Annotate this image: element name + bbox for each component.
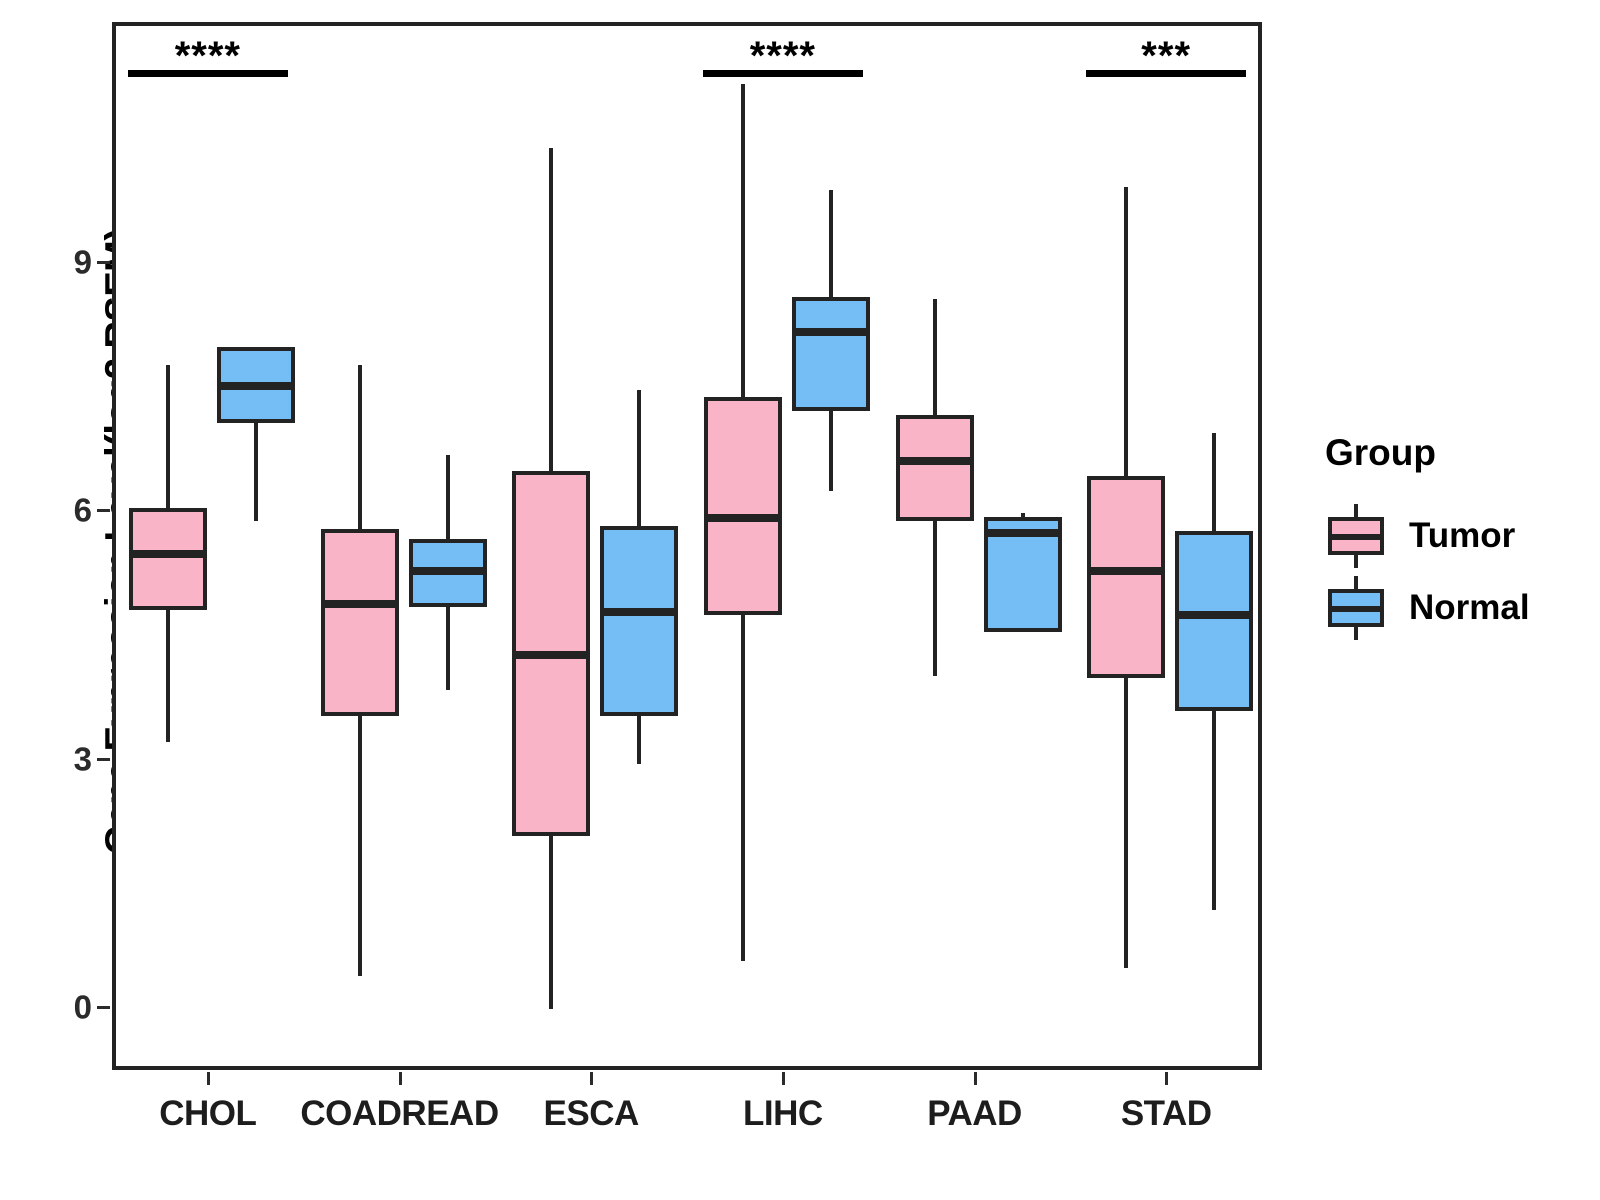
significance-bar-stad xyxy=(1086,70,1247,77)
median-line xyxy=(791,328,870,337)
boxplot-coadread-normal xyxy=(116,26,1258,1066)
boxplot-paad-tumor xyxy=(116,26,1258,1066)
plot-panel xyxy=(112,22,1262,1070)
median-line xyxy=(216,382,295,391)
median-line xyxy=(983,528,1062,537)
whisker-upper xyxy=(1124,187,1129,477)
y-tick-label: 6 xyxy=(73,491,92,529)
x-tick-mark xyxy=(206,1072,210,1085)
y-tick-mark xyxy=(97,509,110,513)
median-line xyxy=(128,550,207,559)
significance-label-chol: **** xyxy=(174,34,241,78)
y-tick-label: 9 xyxy=(73,243,92,281)
median-line xyxy=(703,514,782,523)
boxplot-esca-normal xyxy=(116,26,1258,1066)
box-iqr xyxy=(703,396,782,616)
whisker-lower xyxy=(549,835,554,1010)
whisker-upper xyxy=(549,148,554,472)
x-tick-mark xyxy=(590,1072,594,1085)
significance-bar-chol xyxy=(127,70,288,77)
whisker-lower xyxy=(1124,678,1129,968)
box-iqr xyxy=(320,529,399,717)
legend-items: Tumor Normal xyxy=(1325,500,1585,644)
boxplot-stad-normal xyxy=(116,26,1258,1066)
box-iqr xyxy=(895,415,974,521)
whisker-upper xyxy=(1212,433,1217,531)
whisker-upper xyxy=(1020,512,1025,517)
boxplot-lihc-normal xyxy=(116,26,1258,1066)
legend-label: Tumor xyxy=(1409,516,1516,555)
median-line xyxy=(408,566,487,575)
legend: Group Tumor Normal xyxy=(1325,432,1585,644)
box-iqr xyxy=(128,507,207,610)
whisker-lower xyxy=(932,520,937,676)
significance-label-lihc: **** xyxy=(749,34,816,78)
legend-swatch-tumor xyxy=(1325,504,1387,568)
legend-swatch-normal xyxy=(1325,576,1387,640)
whisker-lower xyxy=(1212,711,1217,910)
x-tick-label-lihc: LIHC xyxy=(743,1094,823,1133)
legend-label: Normal xyxy=(1409,588,1530,627)
legend-item-tumor[interactable]: Tumor xyxy=(1325,500,1585,572)
box-iqr xyxy=(1087,476,1166,679)
whisker-lower xyxy=(740,615,745,962)
x-tick-mark xyxy=(781,1072,785,1085)
whisker-upper xyxy=(740,83,745,397)
median-line xyxy=(600,608,679,616)
whisker-upper xyxy=(165,365,170,508)
significance-label-stad: *** xyxy=(1141,34,1192,78)
median-line xyxy=(320,599,399,608)
boxplot-coadread-tumor xyxy=(116,26,1258,1066)
box-iqr xyxy=(791,297,870,411)
median-line xyxy=(512,651,591,660)
box-iqr xyxy=(600,525,679,717)
median-line xyxy=(895,456,974,465)
y-tick-mark xyxy=(97,757,110,761)
legend-title: Group xyxy=(1325,432,1436,473)
whisker-lower xyxy=(165,609,170,742)
boxplot-lihc-tumor xyxy=(116,26,1258,1066)
x-tick-label-chol: CHOL xyxy=(159,1094,257,1133)
significance-bar-lihc xyxy=(702,70,863,77)
median-line xyxy=(1175,611,1254,620)
boxplot-chol-tumor xyxy=(116,26,1258,1066)
legend-median-line xyxy=(1328,534,1384,540)
y-tick-mark xyxy=(97,1006,110,1009)
y-tick-label: 0 xyxy=(73,988,92,1026)
y-tick-label: 3 xyxy=(73,740,92,778)
x-tick-mark xyxy=(973,1072,977,1085)
plot-area xyxy=(116,26,1258,1066)
boxplot-chol-normal xyxy=(116,26,1258,1066)
x-tick-label-paad: PAAD xyxy=(927,1094,1022,1133)
x-tick-mark xyxy=(398,1072,402,1085)
legend-median-line xyxy=(1328,606,1384,612)
whisker-upper xyxy=(637,390,642,526)
whisker-lower xyxy=(637,716,642,765)
boxplot-paad-normal xyxy=(116,26,1258,1066)
whisker-lower xyxy=(253,423,258,521)
boxplot-esca-tumor xyxy=(116,26,1258,1066)
whisker-upper xyxy=(357,365,362,530)
x-tick-label-stad: STAD xyxy=(1120,1094,1212,1133)
whisker-lower xyxy=(828,410,833,492)
box-iqr xyxy=(1175,530,1254,712)
x-tick-label-esca: ESCA xyxy=(543,1094,640,1133)
x-tick-label-coadread: COADREAD xyxy=(300,1094,499,1133)
x-tick-mark xyxy=(1165,1072,1169,1085)
whisker-lower xyxy=(445,607,450,690)
median-line xyxy=(1087,566,1166,575)
y-tick-mark xyxy=(97,261,110,264)
boxplot-stad-tumor xyxy=(116,26,1258,1066)
whisker-upper xyxy=(932,299,937,415)
whisker-lower xyxy=(357,716,362,977)
whisker-upper xyxy=(445,454,450,540)
whisker-upper xyxy=(828,189,833,298)
legend-item-normal[interactable]: Normal xyxy=(1325,572,1585,644)
